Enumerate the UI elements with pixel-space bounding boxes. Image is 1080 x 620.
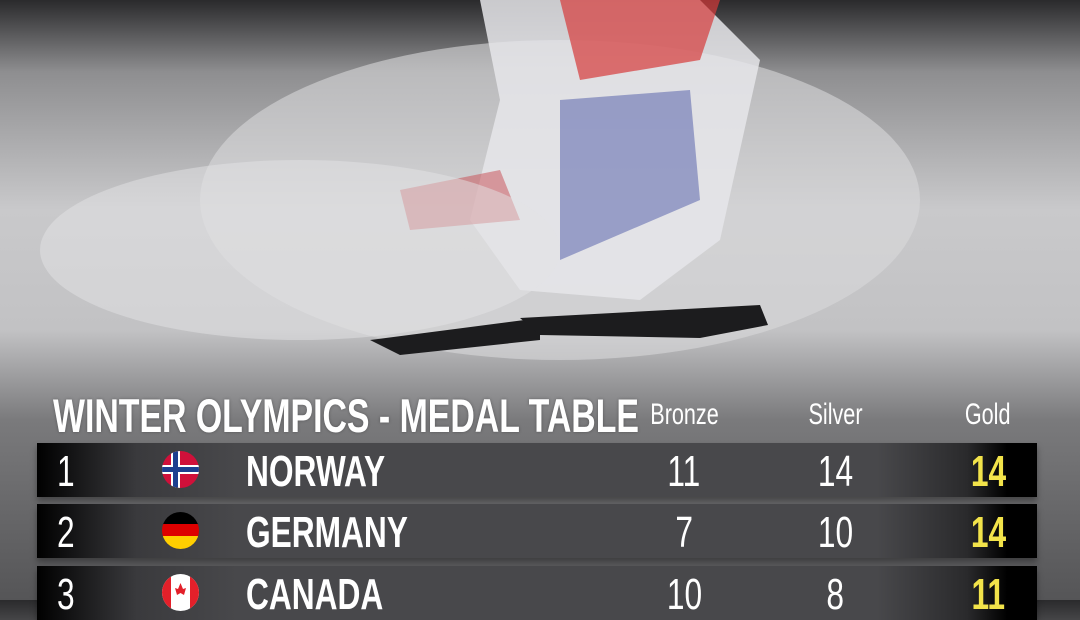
silver-count: 8 [826, 570, 844, 619]
bronze-count: 7 [675, 508, 693, 557]
column-header-silver: Silver [808, 398, 863, 431]
canada-flag-icon [162, 574, 199, 611]
background-skier-photo [40, 0, 920, 360]
silver-count: 10 [817, 508, 853, 557]
silver-count: 14 [817, 447, 853, 496]
country-name: GERMANY [246, 508, 408, 557]
column-header-gold: Gold [965, 398, 1011, 431]
germany-flag-icon [162, 512, 199, 549]
bronze-count: 10 [666, 570, 702, 619]
bronze-count: 11 [667, 447, 701, 496]
table-row: 1 NORWAY 11 14 14 [37, 443, 1037, 497]
column-header-bronze: Bronze [650, 398, 720, 431]
table-row: 3 CANADA 10 8 11 [37, 566, 1037, 620]
rank: 1 [57, 447, 75, 496]
rank: 2 [57, 508, 75, 557]
gold-count: 14 [970, 508, 1006, 557]
gold-count: 14 [970, 447, 1006, 496]
country-name: NORWAY [246, 447, 386, 496]
page-title: WINTER OLYMPICS - MEDAL TABLE [53, 389, 639, 442]
country-name: CANADA [246, 570, 384, 619]
norway-flag-icon [162, 451, 199, 488]
gold-count: 11 [971, 570, 1005, 619]
rank: 3 [57, 570, 75, 619]
table-row: 2 GERMANY 7 10 14 [37, 504, 1037, 558]
